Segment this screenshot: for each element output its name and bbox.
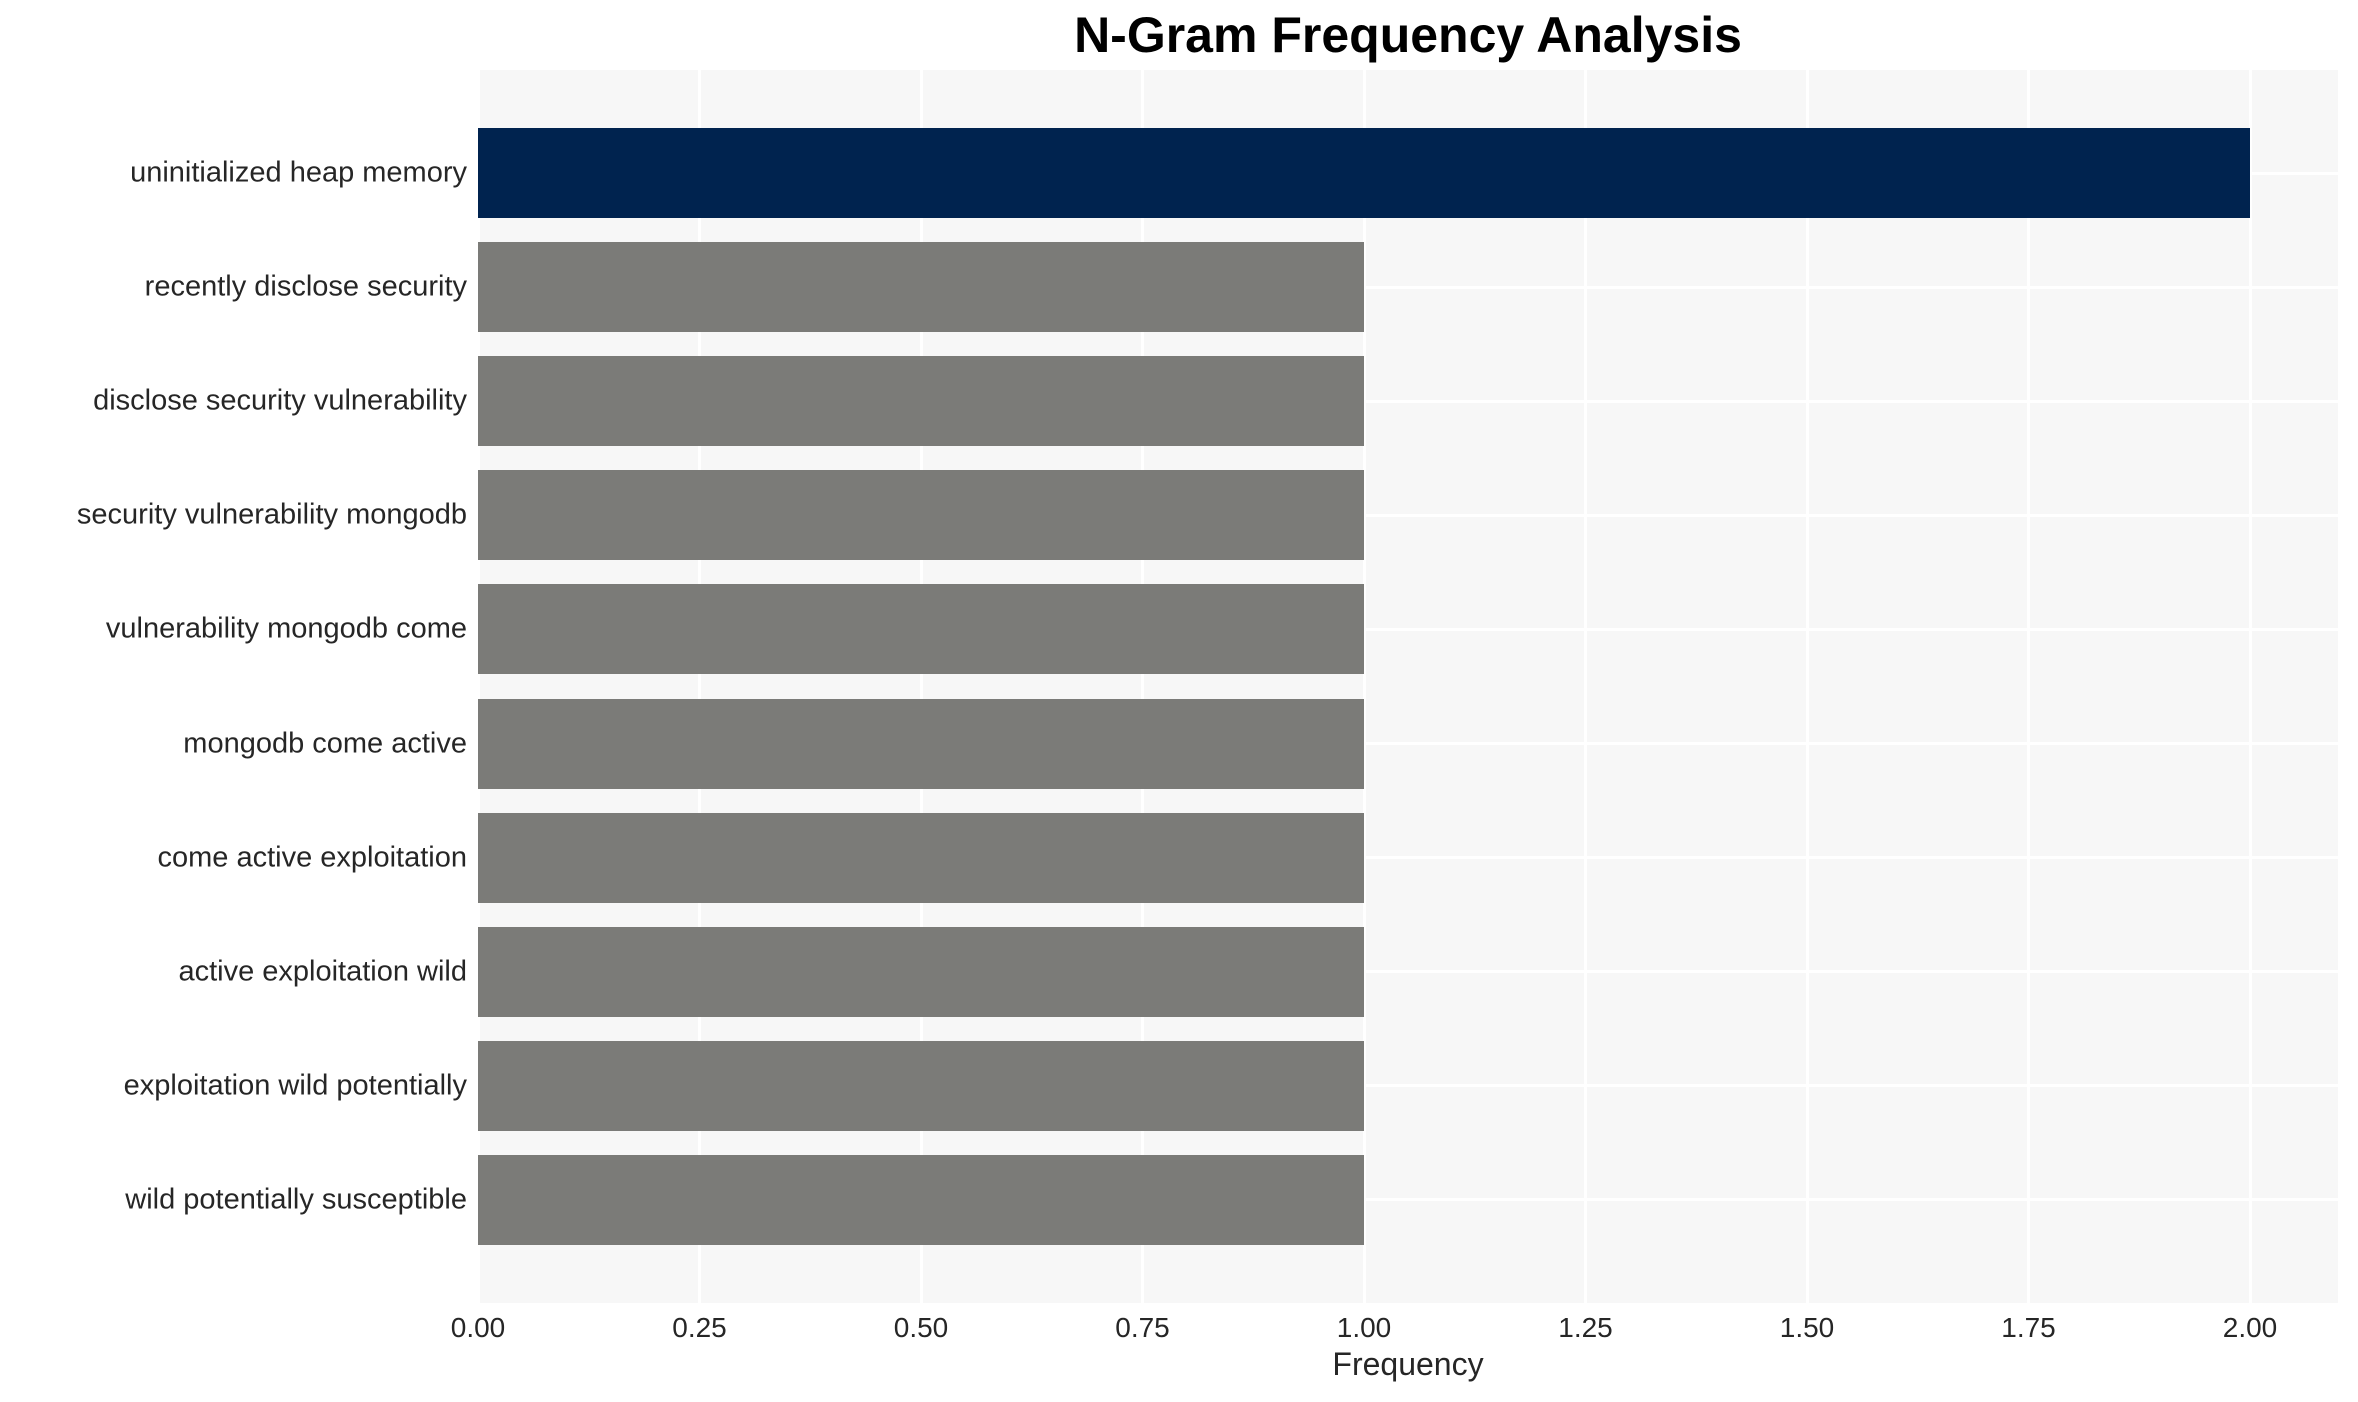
bar <box>478 1154 1364 1245</box>
bar <box>478 242 1364 333</box>
x-tick-label: 0.50 <box>893 1312 949 1343</box>
bar <box>478 128 2250 219</box>
x-tick-label: 0.00 <box>450 1312 506 1343</box>
h-gridline <box>478 1198 2338 1202</box>
v-gridline <box>2248 70 2252 1303</box>
h-gridline <box>478 399 2338 403</box>
y-tick-label: mongodb come active <box>183 727 467 760</box>
bar <box>478 812 1364 903</box>
v-gridline <box>1805 70 1809 1303</box>
bar <box>478 470 1364 561</box>
y-tick-label: uninitialized heap memory <box>130 156 467 189</box>
y-tick-label: come active exploitation <box>157 841 468 874</box>
h-gridline <box>478 856 2338 860</box>
h-gridline <box>478 742 2338 746</box>
x-tick-label: 1.25 <box>1558 1312 1613 1343</box>
x-axis-title: Frequency <box>1332 1346 1484 1382</box>
h-gridline <box>478 1084 2338 1088</box>
v-gridline <box>919 70 923 1303</box>
y-tick-label: recently disclose security <box>144 270 467 303</box>
y-tick-label: disclose security vulnerability <box>93 384 467 417</box>
plot-area <box>478 70 2338 1303</box>
h-gridline <box>478 970 2338 974</box>
bar <box>478 926 1364 1017</box>
x-tick-label: 1.00 <box>1336 1312 1392 1343</box>
h-gridline <box>478 513 2338 517</box>
v-gridline <box>478 70 480 1303</box>
y-tick-label: exploitation wild potentially <box>123 1069 467 1102</box>
y-tick-label: security vulnerability mongodb <box>76 498 467 531</box>
x-tick-label: 1.50 <box>1779 1312 1835 1343</box>
bar <box>478 698 1364 789</box>
y-tick-label: active exploitation wild <box>178 955 467 988</box>
x-tick-label: 2.00 <box>2222 1312 2278 1343</box>
x-tick-label: 1.75 <box>2001 1312 2056 1343</box>
y-tick-label: wild potentially susceptible <box>125 1183 467 1216</box>
y-tick-label: vulnerability mongodb come <box>105 612 467 645</box>
bar <box>478 356 1364 447</box>
bar <box>478 584 1364 675</box>
v-gridline <box>1362 70 1366 1303</box>
v-gridline <box>698 70 701 1303</box>
h-gridline <box>478 627 2338 631</box>
x-tick-label: 0.25 <box>672 1312 727 1343</box>
v-gridline <box>1584 70 1587 1303</box>
v-gridline <box>2027 70 2030 1303</box>
v-gridline <box>1141 70 1144 1303</box>
x-tick-label: 0.75 <box>1115 1312 1170 1343</box>
bar <box>478 1040 1364 1131</box>
h-gridline <box>478 285 2338 289</box>
chart-title: N-Gram Frequency Analysis <box>1074 7 1742 63</box>
